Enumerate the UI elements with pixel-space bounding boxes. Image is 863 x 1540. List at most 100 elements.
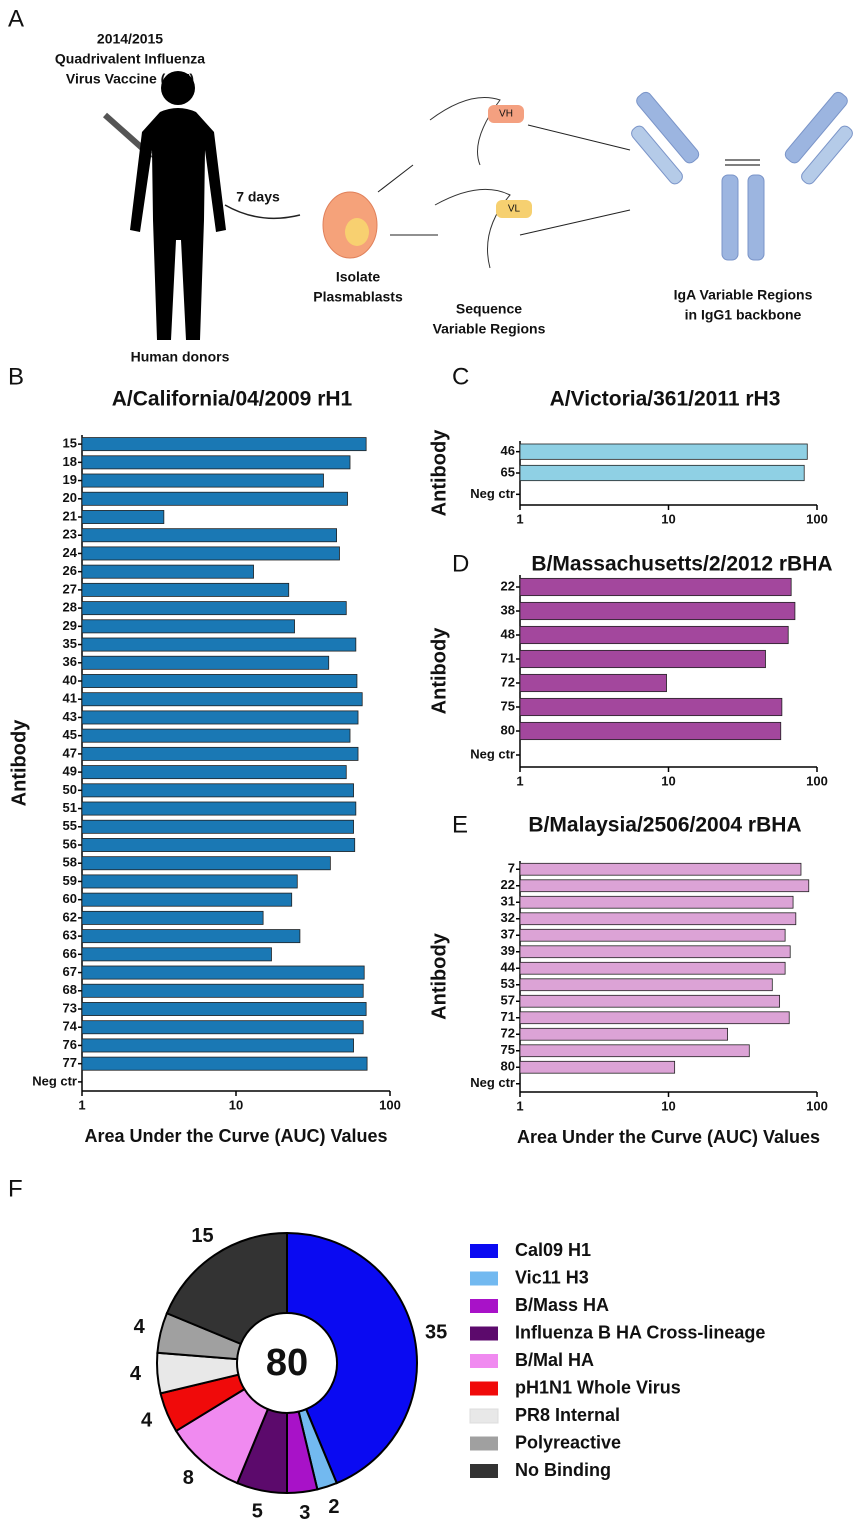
x-axis-label: Area Under the Curve (AUC) Values <box>517 1127 820 1147</box>
y-tick-label: 50 <box>63 782 77 797</box>
bar <box>519 721 782 741</box>
legend-label: Influenza B HA Cross-lineage <box>515 1322 765 1342</box>
bar <box>81 564 254 579</box>
bar <box>519 945 791 959</box>
legend-swatch <box>470 1464 498 1478</box>
x-tick-label: 10 <box>661 773 675 788</box>
chart-title: A/California/04/2009 rH1 <box>112 388 353 411</box>
donor-label: Human donors <box>131 349 230 365</box>
bar <box>519 862 802 876</box>
y-tick-label: 18 <box>63 454 77 469</box>
bar <box>81 856 331 871</box>
legend-swatch <box>470 1271 498 1286</box>
bar <box>519 895 794 909</box>
y-tick-label: 72 <box>501 1026 515 1041</box>
bar <box>81 710 359 725</box>
antibody-icon <box>631 91 853 261</box>
bar <box>81 910 264 925</box>
legend-label: Polyreactive <box>515 1432 621 1452</box>
y-tick-label: 23 <box>63 527 77 542</box>
bar <box>81 582 290 597</box>
y-tick-label: 44 <box>501 960 516 975</box>
legend-swatch <box>470 1381 498 1396</box>
x-tick-label: 100 <box>379 1097 401 1112</box>
arrow <box>224 204 301 220</box>
antibody-text: IgA Variable Regions <box>674 287 813 303</box>
y-tick-label: 19 <box>63 472 77 487</box>
bar <box>519 912 797 926</box>
bar <box>81 1002 367 1016</box>
arrow <box>377 164 414 193</box>
y-tick-label: 71 <box>501 1009 515 1024</box>
y-tick-label: 47 <box>63 745 77 760</box>
vl-label: VL <box>508 204 521 215</box>
y-tick-label: 7 <box>508 861 515 876</box>
y-tick-label: 20 <box>63 490 77 505</box>
legend-label: Cal09 H1 <box>515 1240 591 1260</box>
vh-label: VH <box>499 109 513 120</box>
y-tick-label: 75 <box>501 698 515 713</box>
legend-label: pH1N1 Whole Virus <box>515 1377 681 1397</box>
bar <box>81 637 357 652</box>
y-axis-label: Antibody <box>428 429 450 517</box>
bar <box>519 673 667 693</box>
bar <box>81 473 324 488</box>
bar <box>519 1044 750 1058</box>
x-tick-label: 10 <box>661 511 675 526</box>
isolate-text: Plasmablasts <box>313 289 403 305</box>
slice-label: 4 <box>134 1316 146 1338</box>
y-tick-label: 57 <box>501 993 515 1008</box>
panel-label: E <box>452 811 468 838</box>
chart-title: A/Victoria/361/2011 rH3 <box>550 388 781 411</box>
legend-swatch <box>470 1299 498 1313</box>
x-tick-label: 100 <box>806 773 828 788</box>
y-tick-label: 29 <box>63 618 77 633</box>
bar <box>81 765 347 780</box>
y-tick-label: Neg ctr <box>470 746 515 761</box>
dna-strand <box>429 97 532 269</box>
legend-swatch <box>470 1244 498 1258</box>
y-tick-label: 45 <box>63 727 77 742</box>
slice-label: 4 <box>130 1363 142 1385</box>
bar <box>81 783 354 798</box>
bar <box>81 965 365 980</box>
y-tick-label: 15 <box>63 436 77 451</box>
y-tick-label: 36 <box>63 654 77 669</box>
y-tick-label: 60 <box>63 891 77 906</box>
bar <box>81 892 293 907</box>
chart-title: B/Malaysia/2506/2004 rBHA <box>528 814 801 837</box>
arrow-label: 7 days <box>236 189 280 205</box>
bar <box>519 697 783 717</box>
y-tick-label: 67 <box>63 964 77 979</box>
legend-swatch <box>470 1436 498 1451</box>
pie-slice <box>165 1231 288 1346</box>
bar <box>81 655 330 670</box>
x-tick-label: 10 <box>661 1098 675 1113</box>
slice-label: 8 <box>183 1467 194 1489</box>
bar <box>519 625 789 645</box>
y-tick-label: 26 <box>63 563 77 578</box>
legend-label: PR8 Internal <box>515 1405 620 1425</box>
legend-swatch <box>470 1326 498 1341</box>
slice-label: 35 <box>425 1322 447 1344</box>
y-tick-label: 28 <box>63 600 77 615</box>
bar <box>81 491 348 506</box>
x-tick-label: 100 <box>806 511 828 526</box>
slice-label: 5 <box>252 1500 263 1522</box>
panel-label: B <box>8 363 24 390</box>
plasmablast <box>322 191 378 259</box>
sequence-text: Sequence <box>456 301 522 317</box>
bar <box>519 649 766 669</box>
slice-label: 3 <box>299 1502 310 1524</box>
panel-label: C <box>452 363 469 390</box>
bar <box>81 819 354 834</box>
bar <box>81 1038 354 1053</box>
y-tick-label: Neg ctr <box>470 1075 515 1090</box>
bar <box>81 929 301 944</box>
bar <box>519 1060 676 1074</box>
bar <box>519 978 773 992</box>
bar <box>81 1020 364 1035</box>
bar <box>519 464 805 482</box>
bar <box>519 601 796 621</box>
